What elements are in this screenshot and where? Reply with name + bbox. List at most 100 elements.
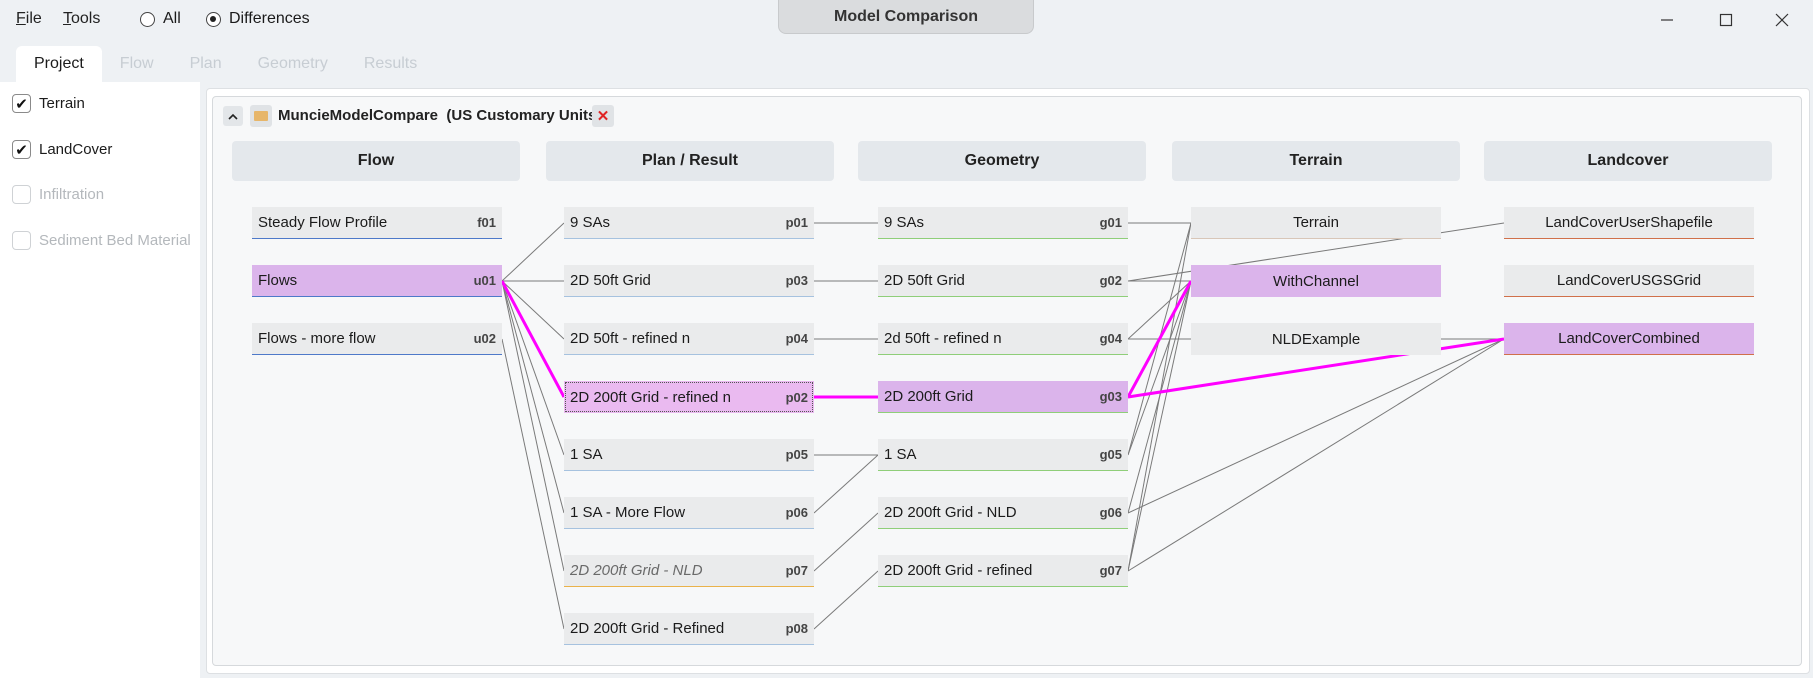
column-header-flow: Flow <box>232 141 520 181</box>
plan-node-p04[interactable]: 2D 50ft - refined n p04 <box>564 323 814 355</box>
radio-all-indicator[interactable] <box>140 11 155 27</box>
column-header-geometry: Geometry <box>858 141 1146 181</box>
geometry-node-g05[interactable]: 1 SA g05 <box>878 439 1128 471</box>
checkbox-infiltration-label: Infiltration <box>39 186 105 203</box>
geometry-node-g02[interactable]: 2D 50ft Grid g02 <box>878 265 1128 297</box>
terrain-node-terrain[interactable]: Terrain <box>1191 207 1441 239</box>
geometry-node-id: g03 <box>1099 389 1122 404</box>
plan-node-p06[interactable]: 1 SA - More Flow p06 <box>564 497 814 529</box>
flow-node-f01[interactable]: Steady Flow Profile f01 <box>252 207 502 239</box>
geometry-node-g07[interactable]: 2D 200ft Grid - refined g07 <box>878 555 1128 587</box>
landcover-node-label: LandCoverCombined <box>1558 330 1700 347</box>
geometry-node-label: 9 SAs <box>884 214 925 231</box>
flow-node-label: Steady Flow Profile <box>258 214 388 231</box>
plan-node-p03[interactable]: 2D 50ft Grid p03 <box>564 265 814 297</box>
flow-node-label: Flows <box>258 272 298 289</box>
plan-node-id: p02 <box>785 389 808 405</box>
checkbox-sediment-box <box>12 231 31 250</box>
plan-node-label: 2D 50ft - refined n <box>570 330 691 347</box>
plan-node-label: 2D 50ft Grid <box>570 272 651 289</box>
landcover-node-usgs-grid[interactable]: LandCoverUSGSGrid <box>1504 265 1754 297</box>
plan-node-id: p03 <box>785 273 808 288</box>
terrain-node-withchannel[interactable]: WithChannel <box>1191 265 1441 297</box>
checkbox-terrain-label: Terrain <box>39 95 85 112</box>
geometry-node-label: 2D 200ft Grid <box>884 388 974 405</box>
flow-node-label: Flows - more flow <box>258 330 376 347</box>
landcover-node-user-shapefile[interactable]: LandCoverUserShapefile <box>1504 207 1754 239</box>
plan-node-id: p01 <box>785 215 808 230</box>
radio-differences-indicator[interactable] <box>206 11 221 27</box>
checkbox-terrain-box[interactable]: ✔ <box>12 94 31 113</box>
landcover-node-label: LandCoverUserShapefile <box>1545 214 1713 231</box>
plan-node-label: 2D 200ft Grid - refined n <box>570 388 731 406</box>
title-bar: File Tools All Differences Model Compari… <box>0 0 1813 42</box>
collapse-button[interactable] <box>223 106 243 126</box>
checkbox-infiltration-box <box>12 185 31 204</box>
plan-node-p08[interactable]: 2D 200ft Grid - Refined p08 <box>564 613 814 645</box>
checkbox-sediment-label: Sediment Bed Material <box>39 232 191 249</box>
geometry-node-id: g05 <box>1099 447 1122 462</box>
plan-node-id: p06 <box>785 505 808 520</box>
window-title: Model Comparison <box>778 0 1034 34</box>
landcover-node-combined[interactable]: LandCoverCombined <box>1504 323 1754 355</box>
maximize-icon <box>1719 13 1733 27</box>
landcover-node-label: LandCoverUSGSGrid <box>1556 272 1702 289</box>
terrain-node-label: WithChannel <box>1273 272 1359 290</box>
radio-all[interactable]: All <box>140 10 181 28</box>
column-header-landcover: Landcover <box>1484 141 1772 181</box>
geometry-node-label: 2D 200ft Grid - NLD <box>884 504 1017 521</box>
checkbox-infiltration: Infiltration <box>12 185 104 204</box>
plan-node-label: 2D 200ft Grid - Refined <box>570 620 725 637</box>
terrain-node-label: Terrain <box>1293 214 1339 231</box>
terrain-node-label: NLDExample <box>1271 330 1361 348</box>
plan-node-p01[interactable]: 9 SAs p01 <box>564 207 814 239</box>
plan-node-p05[interactable]: 1 SA p05 <box>564 439 814 471</box>
plan-node-id: p05 <box>785 447 808 462</box>
layer-sidebar: ✔ Terrain ✔ LandCover Infiltration Sedim… <box>0 82 200 678</box>
tab-results[interactable]: Results <box>363 55 418 72</box>
close-button[interactable] <box>1762 6 1802 34</box>
geometry-node-id: g02 <box>1099 273 1122 288</box>
plan-node-id: p07 <box>785 563 808 578</box>
minimize-button[interactable] <box>1647 6 1687 34</box>
plan-node-id: p08 <box>785 621 808 636</box>
tab-geometry[interactable]: Geometry <box>257 55 328 72</box>
plan-node-label: 1 SA - More Flow <box>570 504 686 521</box>
plan-node-p02[interactable]: 2D 200ft Grid - refined n p02 <box>564 381 814 413</box>
geometry-node-g01[interactable]: 9 SAs g01 <box>878 207 1128 239</box>
radio-differences-label: Differences <box>229 10 310 27</box>
tab-bar: Project Flow Plan Geometry Results <box>16 46 435 82</box>
flow-node-id: u02 <box>473 331 496 346</box>
flow-node-u01[interactable]: Flows u01 <box>252 265 502 297</box>
geometry-node-g04[interactable]: 2d 50ft - refined n g04 <box>878 323 1128 355</box>
close-icon <box>1775 13 1789 27</box>
geometry-node-g03[interactable]: 2D 200ft Grid g03 <box>878 381 1128 413</box>
column-header-terrain: Terrain <box>1172 141 1460 181</box>
remove-project-button[interactable]: ✕ <box>592 105 614 127</box>
terrain-node-nldexample[interactable]: NLDExample <box>1191 323 1441 355</box>
geometry-node-g06[interactable]: 2D 200ft Grid - NLD g06 <box>878 497 1128 529</box>
geometry-node-label: 2D 50ft Grid <box>884 272 965 289</box>
radio-differences[interactable]: Differences <box>206 10 310 28</box>
checkbox-landcover[interactable]: ✔ LandCover <box>12 140 112 159</box>
checkbox-terrain[interactable]: ✔ Terrain <box>12 94 85 113</box>
flow-node-u02[interactable]: Flows - more flow u02 <box>252 323 502 355</box>
plan-node-label: 2D 200ft Grid - NLD <box>570 562 703 579</box>
geometry-node-label: 1 SA <box>884 446 917 463</box>
checkbox-landcover-box[interactable]: ✔ <box>12 140 31 159</box>
geometry-node-label: 2d 50ft - refined n <box>884 330 1002 347</box>
tab-plan[interactable]: Plan <box>189 55 222 72</box>
tab-flow[interactable]: Flow <box>119 55 154 72</box>
checkbox-sediment-bed-material: Sediment Bed Material <box>12 231 191 250</box>
menu-tools[interactable]: Tools <box>63 10 101 27</box>
checkbox-landcover-label: LandCover <box>39 141 113 158</box>
tab-project[interactable]: Project <box>16 46 102 82</box>
geometry-node-id: g07 <box>1099 563 1122 578</box>
menu-file[interactable]: File <box>16 10 42 27</box>
geometry-node-id: g01 <box>1099 215 1122 230</box>
radio-all-label: All <box>163 10 181 27</box>
maximize-button[interactable] <box>1706 6 1746 34</box>
plan-node-p07[interactable]: 2D 200ft Grid - NLD p07 <box>564 555 814 587</box>
remove-icon: ✕ <box>596 108 610 125</box>
plan-node-label: 1 SA <box>570 446 603 463</box>
